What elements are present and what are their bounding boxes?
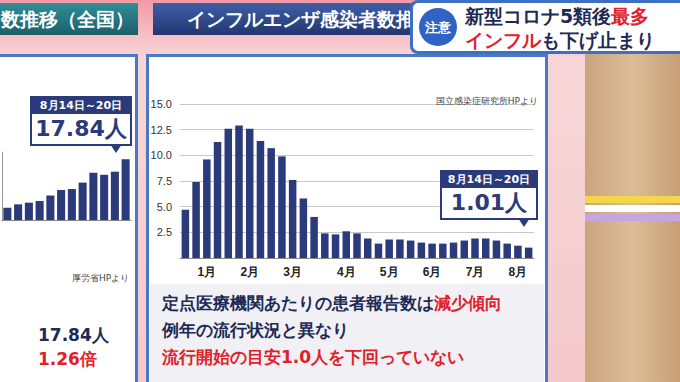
html-text:インフルも下げ止まり: インフルも下げ止まり xyxy=(465,29,655,51)
svg-text:10.0: 10.0 xyxy=(151,149,172,161)
svg-text:7.5: 7.5 xyxy=(157,175,172,187)
html-text:17.84人: 17.84人 xyxy=(38,325,109,345)
svg-text:5.0: 5.0 xyxy=(157,201,172,213)
html-text:定点医療機関あたりの患者報告数は減少傾向: 定点医療機関あたりの患者報告数は減少傾向 xyxy=(162,293,502,313)
svg-text:8月: 8月 xyxy=(509,265,528,279)
html-text:1.26倍: 1.26倍 xyxy=(38,349,97,369)
svg-text:2月: 2月 xyxy=(240,265,259,279)
svg-text:4月: 4月 xyxy=(337,265,356,279)
svg-text:1月: 1月 xyxy=(197,265,216,279)
svg-text:5月: 5月 xyxy=(380,265,399,279)
html-text:厚労省HPより: 厚労省HPより xyxy=(72,273,130,283)
html-text:1.01人: 1.01人 xyxy=(450,190,528,215)
html-text:数推移（全国）: 数推移（全国） xyxy=(1,8,134,30)
html-text:国立感染症研究所HPより: 国立感染症研究所HPより xyxy=(435,96,538,106)
html-text:新型コロナ5類後最多: 新型コロナ5類後最多 xyxy=(465,5,650,27)
svg-text:6月: 6月 xyxy=(423,265,442,279)
svg-text:12.5: 12.5 xyxy=(151,124,172,136)
html-text:8月14日～20日: 8月14日～20日 xyxy=(39,99,123,112)
svg-text:3月: 3月 xyxy=(283,265,302,279)
html-text:流行開始の目安1.0人を下回っていない: 流行開始の目安1.0人を下回っていない xyxy=(162,347,465,367)
svg-text:15.0: 15.0 xyxy=(151,98,172,110)
html-text:8月14日～20日: 8月14日～20日 xyxy=(447,173,531,186)
svg-text:2.5: 2.5 xyxy=(157,226,172,238)
html-text:インフルエンザ感染者数推移（全国）: インフルエンザ感染者数推移（全国） xyxy=(187,8,510,30)
svg-text:7月: 7月 xyxy=(466,265,485,279)
html-text:例年の流行状況と異なり: 例年の流行状況と異なり xyxy=(162,320,349,340)
html-text:注意: 注意 xyxy=(425,19,451,35)
html-text:17.84人: 17.84人 xyxy=(35,116,127,141)
